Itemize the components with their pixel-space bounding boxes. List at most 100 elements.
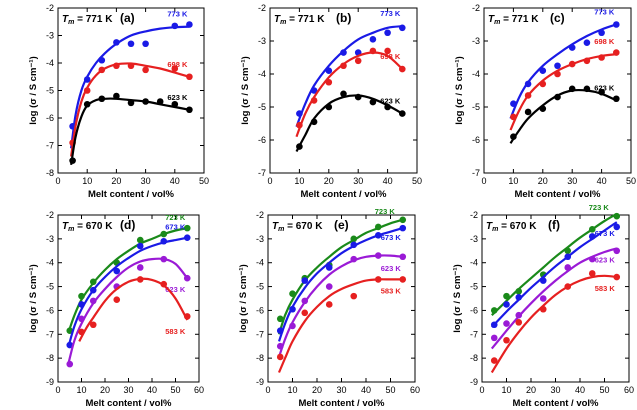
data-point [183,274,191,282]
data-point [539,67,547,74]
data-point [310,97,318,104]
series-673-k: 673 K [276,224,407,342]
data-point [598,54,605,61]
x-tick-label: 60 [194,385,204,395]
series-673-k: 673 K [490,221,621,329]
data-point [127,40,135,48]
data-point [160,230,168,238]
fit-curve [491,221,618,328]
series-label: 623 K [381,264,402,273]
x-tick-label: 40 [361,385,371,395]
data-point [136,276,144,283]
y-tick-label: -9 [470,377,478,387]
data-point [583,85,591,93]
data-point [399,216,407,224]
plot-frame [269,7,418,174]
data-point [156,98,164,105]
x-tick-label: 10 [508,176,518,186]
data-point [613,212,621,220]
series-583-k: 583 K [78,276,191,342]
data-point [399,253,407,261]
series-label: 623 K [380,97,401,106]
data-point [399,65,406,73]
x-tick-label: 20 [538,176,548,186]
series-label: 583 K [381,286,402,295]
data-point [568,85,576,93]
data-point [340,90,347,98]
tm-value: = 670 K [74,221,113,232]
data-point [350,292,358,300]
tm-subscript: m [494,19,500,26]
y-tick-label: -7 [258,168,266,178]
y-tick-label: -7 [46,141,54,151]
plot-frame [481,214,630,383]
data-point [113,267,121,275]
x-axis-label: Melt content / vol% [512,398,599,409]
data-point [384,29,391,37]
series-623-k: 623 K [509,83,620,144]
data-point [564,283,572,290]
series-label: 698 K [380,52,401,61]
data-point [171,65,179,72]
fit-curve [490,247,618,350]
chart-panel-f: 0 10 20 30 40 50 60 -9 -8 -7 -6 -5 -4 -3 -2 Melt conten… [452,203,634,409]
y-tick-label: -2 [472,3,480,13]
data-point [613,273,621,281]
x-axis-label: Melt content / vol% [88,189,175,200]
x-tick-label: 20 [312,385,322,395]
series-label: 698 K [594,37,615,46]
x-tick-label: 20 [324,176,334,186]
x-tick-label: 0 [481,176,486,186]
data-point [503,320,510,327]
data-point [598,29,605,37]
data-point [399,24,406,32]
data-point [78,301,85,308]
x-tick-label: 10 [76,385,86,395]
data-point [524,80,532,88]
series-label: 623 K [594,83,615,92]
y-tick-label: -5 [256,282,264,292]
y-tick-label: -5 [470,282,478,292]
panel-tag: (d) [120,218,135,232]
y-tick-label: -2 [256,210,264,220]
data-point [171,100,179,108]
data-point [78,315,85,323]
data-point [276,315,284,323]
series-583-k: 583 K [276,276,407,373]
data-point [160,255,168,263]
data-point [384,47,391,55]
fit-curve [78,277,189,342]
y-tick-label: -4 [256,258,264,268]
series-673-k: 673 K [66,223,191,349]
data-point [183,234,191,241]
y-tick-label: -3 [472,36,480,46]
series-label: 723 K [165,213,186,222]
series-623-k: 623 K [295,90,406,153]
x-tick-label: 0 [265,385,270,395]
series-label: 673 K [165,223,186,232]
fit-curve [70,62,190,157]
data-point [354,93,362,101]
data-point [289,305,296,313]
y-tick-label: -4 [472,69,480,79]
data-point [142,98,149,105]
series-label: 723 K [589,203,610,212]
data-point [66,341,74,349]
data-point [554,93,561,101]
data-point [98,56,106,64]
series-label: 673 K [381,233,402,242]
data-point [160,237,168,245]
x-axis-label: Melt content / vol% [298,398,385,409]
data-point [524,92,532,99]
chart-panel-c: 0 10 20 30 40 50 -7 -6 -5 -4 -3 -2 Melt content / vo… [454,3,636,200]
data-point [613,95,620,103]
y-tick-label: -8 [470,353,478,363]
data-point [490,321,498,329]
data-point [301,297,309,305]
tm-symbol: T [62,221,69,232]
series-583-k: 583 K [490,270,621,374]
data-point [325,103,333,111]
data-point [374,223,382,231]
data-point [325,67,333,74]
series-773-k: 773 K [295,9,406,128]
